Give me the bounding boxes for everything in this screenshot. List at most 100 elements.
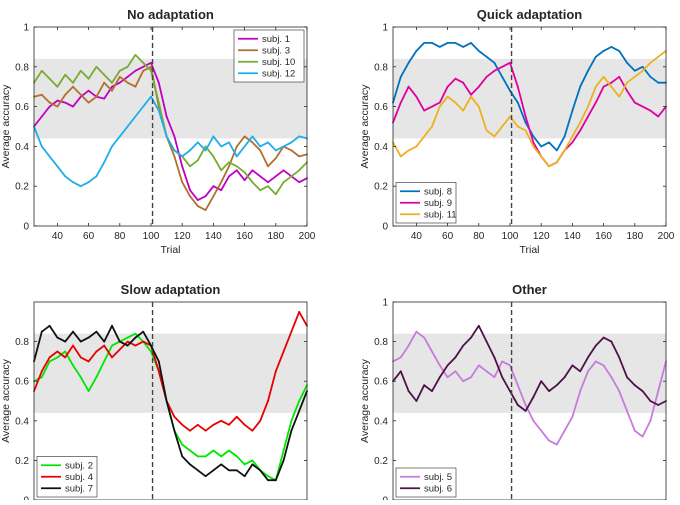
data-point: [282, 145, 285, 148]
x-tick-label: 120: [533, 231, 550, 242]
data-point: [274, 149, 277, 152]
data-point: [181, 155, 184, 158]
data-point: [48, 77, 51, 80]
data-point: [259, 175, 262, 178]
data-point: [485, 370, 488, 373]
data-point: [212, 155, 215, 158]
data-point: [142, 69, 145, 72]
data-point: [189, 463, 191, 466]
axes-frame: [392, 26, 667, 227]
data-point: [72, 344, 74, 347]
data-point: [610, 81, 613, 84]
data-point: [493, 61, 496, 64]
data-point: [142, 61, 145, 64]
data-point: [274, 193, 277, 196]
data-point: [150, 350, 152, 353]
panel-title: Slow adaptation: [121, 282, 221, 297]
x-tick-label: 100: [143, 231, 160, 242]
series-line-3: [33, 324, 308, 482]
data-point: [212, 135, 215, 138]
data-point: [267, 185, 269, 188]
legend-label: subj. 9: [424, 198, 452, 209]
data-point: [243, 179, 246, 182]
legend-label: subj. 4: [65, 472, 93, 483]
data-point: [407, 149, 410, 152]
series-line-3: [392, 50, 667, 168]
data-point: [157, 109, 160, 112]
data-point: [72, 364, 74, 367]
data-point: [641, 65, 644, 68]
data-point: [470, 42, 472, 44]
data-point: [571, 109, 574, 112]
data-point: [415, 400, 418, 402]
data-point: [204, 209, 207, 212]
data-point: [111, 324, 113, 327]
data-point: [438, 101, 441, 104]
data-point: [649, 61, 652, 64]
data-point: [438, 364, 441, 367]
legend-label: subj. 3: [262, 46, 290, 57]
data-point: [134, 54, 137, 56]
legend-label: subj. 10: [262, 57, 295, 68]
data-point: [423, 42, 426, 44]
data-point: [196, 159, 199, 162]
y-tick-label: 0.6: [15, 102, 29, 113]
data-point: [126, 125, 129, 128]
x-tick-label: 40: [52, 231, 64, 242]
data-point: [204, 195, 207, 198]
data-point: [446, 376, 449, 379]
data-point: [79, 356, 82, 359]
series-line-2: [33, 311, 308, 432]
data-point: [126, 75, 129, 78]
data-point: [173, 415, 176, 418]
data-point: [618, 95, 621, 98]
data-point: [243, 135, 246, 138]
data-point: [493, 135, 496, 138]
data-point: [64, 101, 67, 104]
data-point: [79, 340, 82, 343]
data-point: [298, 400, 301, 402]
data-point: [95, 376, 98, 379]
data-point: [587, 356, 589, 359]
data-point: [462, 380, 465, 383]
data-point: [56, 350, 59, 353]
data-point: [118, 348, 121, 351]
y-tick-label: 0.2: [374, 182, 388, 193]
data-point: [524, 129, 527, 132]
y-tick-label: 0.8: [15, 62, 29, 73]
data-point: [399, 370, 402, 373]
data-point: [267, 181, 269, 184]
data-point: [173, 135, 176, 138]
data-point: [181, 165, 184, 168]
data-point: [579, 121, 582, 124]
data-point: [204, 429, 207, 432]
data-point: [509, 364, 511, 367]
data-point: [103, 161, 106, 164]
data-point: [423, 109, 426, 112]
data-point: [228, 469, 230, 472]
data-point: [251, 169, 254, 172]
data-point: [290, 419, 293, 422]
legend-label: subj. 6: [424, 484, 452, 495]
y-tick-label: 0.4: [374, 142, 388, 153]
y-tick-label: 0.4: [374, 416, 388, 427]
reference-band: [393, 333, 666, 413]
legend-label: subj. 5: [424, 472, 452, 483]
data-point: [142, 340, 145, 343]
data-point: [524, 121, 527, 124]
data-point: [501, 360, 504, 363]
data-point: [251, 463, 254, 466]
data-point: [548, 439, 550, 442]
data-point: [446, 85, 449, 88]
data-point: [259, 145, 262, 148]
legend-label: subj. 1: [262, 34, 290, 45]
data-point: [79, 93, 82, 96]
data-point: [79, 69, 82, 72]
data-point: [641, 105, 644, 108]
data-point: [189, 429, 191, 432]
data-point: [181, 443, 184, 446]
data-point: [298, 181, 301, 184]
data-point: [251, 135, 254, 138]
data-point: [579, 85, 582, 88]
panel-3: 0 0.2 0.4 0.6 0.8 Slow adaptation Average accu…: [0, 282, 308, 505]
